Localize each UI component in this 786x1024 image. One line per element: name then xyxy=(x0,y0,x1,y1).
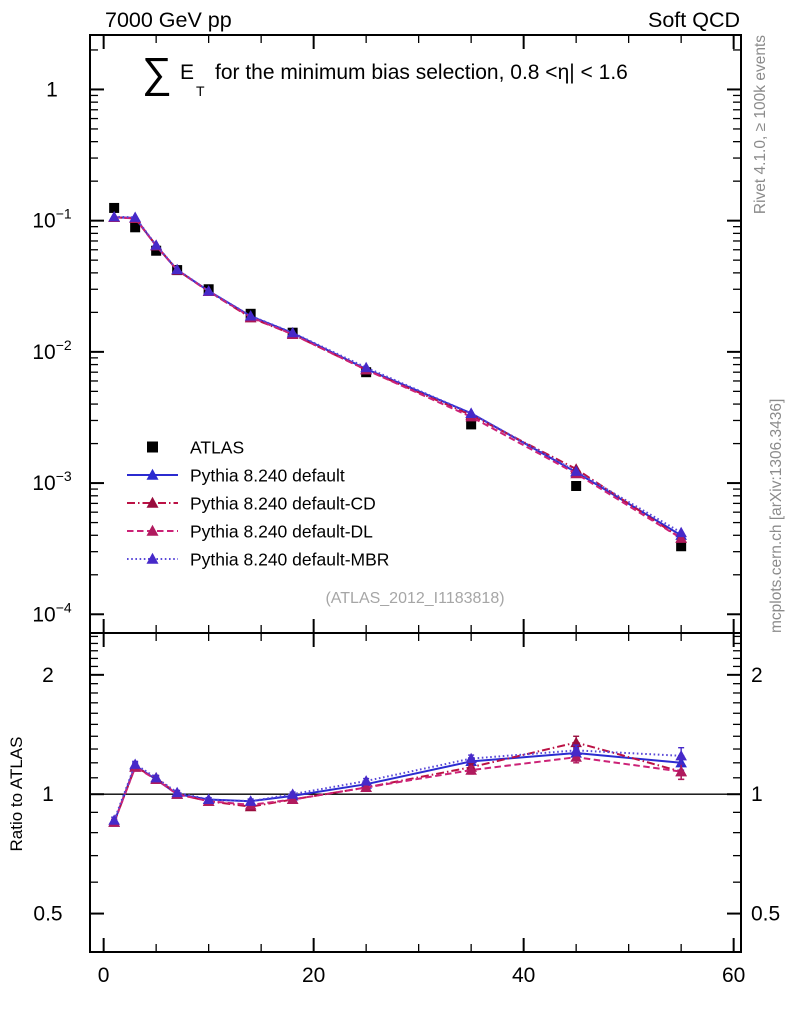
data-point-triangle xyxy=(570,465,582,476)
y-tick-label: 10−4 xyxy=(32,599,72,626)
series-line-pythia-8.240-default-dl xyxy=(113,756,682,823)
legend-marker-triangle xyxy=(146,524,159,536)
x-tick-label: 0 xyxy=(98,964,110,987)
data-point-triangle xyxy=(675,526,687,538)
data-point-triangle xyxy=(286,793,299,805)
ratio-y-tick-label-right: 0.5 xyxy=(751,903,780,926)
data-point-triangle xyxy=(465,407,477,418)
ratio-y-tick-label-left: 1 xyxy=(42,783,54,806)
ratio-y-tick-label-left: 0.5 xyxy=(33,903,62,926)
data-point-triangle xyxy=(570,751,582,762)
legend-marker-triangle xyxy=(146,468,159,480)
data-point-triangle xyxy=(675,749,687,761)
series-line-pythia-8.240-default-dl xyxy=(114,216,682,540)
ratio-panel-frame xyxy=(89,632,742,953)
data-point-square xyxy=(151,245,162,256)
data-point-triangle xyxy=(244,310,257,321)
data-point-triangle xyxy=(108,814,120,825)
data-point-square xyxy=(130,222,141,233)
ratio-panel-series-layer xyxy=(91,735,740,827)
data-point-triangle xyxy=(675,532,687,543)
ratio-y-tick-label-right: 2 xyxy=(751,664,763,687)
legend-item: Pythia 8.240 default-CD xyxy=(127,494,376,514)
y-tick-label: 10−2 xyxy=(32,337,72,364)
main-panel-frame xyxy=(89,34,742,634)
axis-tick-labels-layer: 0 20 40 60 1 10−1 10−2 10−3 10−4 2 2 1 1 0.5 0.5 xyxy=(32,78,780,987)
legend-label: Pythia 8.240 default-DL xyxy=(190,522,373,542)
title-observable: E xyxy=(180,61,194,84)
data-point-triangle xyxy=(171,786,183,798)
data-point-triangle xyxy=(360,361,372,373)
data-point-triangle xyxy=(465,752,477,764)
data-point-triangle xyxy=(129,211,141,222)
legend-label: Pythia 8.240 default-CD xyxy=(190,494,376,514)
data-point-triangle xyxy=(150,239,162,250)
header-beam-label: 7000 GeV pp xyxy=(105,8,232,32)
data-point-triangle xyxy=(129,758,141,769)
data-point-triangle xyxy=(244,795,257,806)
x-tick-label: 20 xyxy=(302,964,325,987)
legend-label: Pythia 8.240 default-MBR xyxy=(190,550,389,570)
side-note-rivet: Rivet 4.1.0, ≥ 100k events xyxy=(752,35,769,214)
data-point-triangle xyxy=(286,326,299,338)
series-line-pythia-8.240-default xyxy=(113,751,682,823)
data-point-triangle xyxy=(360,781,372,793)
ratio-y-tick-label-left: 2 xyxy=(42,664,54,687)
x-tick-label: 60 xyxy=(722,964,745,987)
data-point-triangle xyxy=(202,793,215,805)
legend-item: ATLAS xyxy=(147,438,244,458)
data-point-square xyxy=(676,541,687,552)
legend-label: Pythia 8.240 default xyxy=(190,466,345,486)
header-process-label: Soft QCD xyxy=(648,8,740,32)
ratio-axis-title: Ratio to ATLAS xyxy=(7,737,26,852)
legend: ATLAS Pythia 8.240 default Pythia 8.240 de… xyxy=(127,438,389,570)
legend-item: Pythia 8.240 default xyxy=(127,466,345,486)
y-tick-label: 1 xyxy=(46,78,58,101)
title-sum-symbol: ∑ xyxy=(142,49,172,96)
title-text: for the minimum bias selection, 0.8 <η| … xyxy=(215,61,628,84)
main-panel-series-layer xyxy=(108,202,687,552)
legend-marker-triangle xyxy=(146,496,159,508)
data-point-triangle xyxy=(360,775,372,786)
legend-marker-square xyxy=(147,441,158,453)
x-tick-label: 40 xyxy=(512,964,535,987)
series-line-pythia-8.240-default xyxy=(114,216,682,537)
data-point-triangle xyxy=(675,765,687,777)
legend-marker-triangle xyxy=(146,552,159,564)
data-point-triangle xyxy=(286,788,299,799)
data-point-triangle xyxy=(465,764,477,775)
watermark-analysis-id: (ATLAS_2012_I1183818) xyxy=(325,590,504,607)
ratio-y-tick-label-right: 1 xyxy=(751,783,763,806)
y-tick-label: 10−3 xyxy=(32,468,72,495)
data-point-triangle xyxy=(150,771,162,783)
title-observable-subscript: T xyxy=(196,83,205,99)
axis-ticks-layer xyxy=(91,36,740,951)
side-note-mcplots: mcplots.cern.ch [arXiv:1306.3436] xyxy=(768,399,785,633)
legend-item: Pythia 8.240 default-DL xyxy=(127,522,373,542)
legend-label: ATLAS xyxy=(190,438,244,458)
data-point-square xyxy=(466,419,477,430)
series-line-pythia-8.240-default-mbr xyxy=(113,749,682,821)
y-tick-label: 10−1 xyxy=(32,206,72,233)
data-point-square xyxy=(109,202,120,213)
legend-item: Pythia 8.240 default-MBR xyxy=(127,550,389,570)
series-line-pythia-8.240-default-cd xyxy=(114,216,682,540)
data-point-triangle xyxy=(202,285,215,296)
data-point-triangle xyxy=(171,263,183,275)
data-point-triangle xyxy=(108,211,120,222)
data-point-square xyxy=(571,480,582,491)
data-point-triangle xyxy=(570,744,582,755)
